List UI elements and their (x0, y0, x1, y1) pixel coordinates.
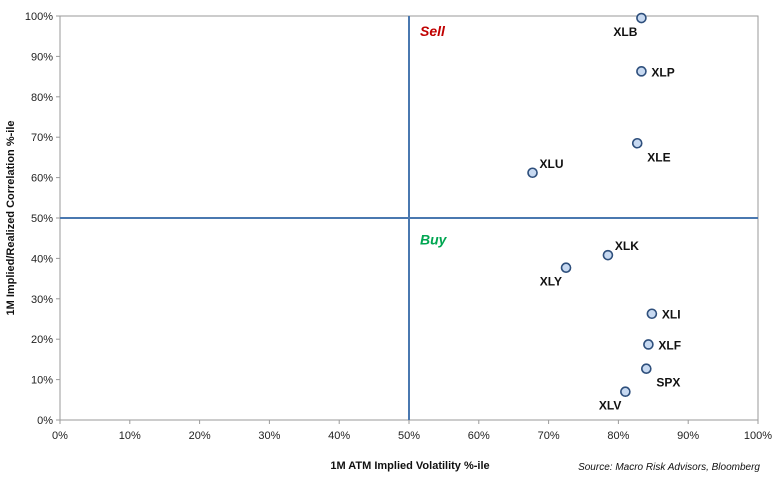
x-tick-label: 70% (538, 430, 560, 442)
x-axis-title: 1M ATM Implied Volatility %-ile (330, 460, 489, 472)
point-label-xlk: XLK (615, 239, 639, 253)
x-tick-label: 90% (677, 430, 699, 442)
point-label-xly: XLY (540, 275, 562, 289)
y-tick-label: 30% (31, 294, 53, 306)
x-tick-label: 60% (468, 430, 490, 442)
x-tick-label: 40% (328, 430, 350, 442)
y-tick-label: 70% (31, 132, 53, 144)
point-label-xlv: XLV (599, 399, 621, 413)
reference-lines (60, 16, 758, 420)
y-tick-label: 50% (31, 213, 53, 225)
point-xly (560, 262, 572, 273)
point-label-xlu: XLU (540, 157, 564, 171)
point-xlv (620, 386, 631, 398)
y-tick-label: 80% (31, 92, 53, 104)
y-tick-label: 40% (31, 253, 53, 265)
data-points: XLB XLP XLE XLU XLK XLY XLI XLF SPX XLV (527, 12, 681, 413)
point-xli (646, 308, 658, 320)
y-tick-label: 10% (31, 375, 53, 387)
point-label-spx: SPX (656, 376, 680, 390)
quadrant-label-sell: Sell (420, 23, 446, 39)
x-tick-label: 50% (398, 430, 420, 442)
y-axis-ticks: 0% 10% 20% 30% 40% 50% 60% 70% 80% 90% 100% (25, 11, 60, 427)
point-label-xli: XLI (662, 308, 681, 322)
point-xlp (636, 66, 647, 77)
x-axis-ticks: 0% 10% 20% 30% 40% 50% 60% 70% 80% 90% 100% (52, 420, 772, 442)
point-label-xlp: XLP (651, 65, 674, 79)
x-tick-label: 10% (119, 430, 141, 442)
x-tick-label: 0% (52, 430, 68, 442)
y-tick-label: 60% (31, 173, 53, 185)
y-tick-label: 100% (25, 11, 53, 23)
point-xlf (643, 339, 654, 350)
y-axis-title: 1M Implied/Realized Correlation %-ile (5, 121, 17, 316)
point-label-xlf: XLF (658, 338, 681, 352)
point-spx (641, 363, 652, 374)
point-xlk (602, 249, 614, 261)
point-xle (631, 137, 643, 149)
y-tick-label: 90% (31, 51, 53, 63)
y-tick-label: 0% (37, 415, 53, 427)
quadrant-label-buy: Buy (420, 231, 448, 247)
x-tick-label: 80% (607, 430, 629, 442)
point-label-xle: XLE (647, 150, 670, 164)
source-note: Source: Macro Risk Advisors, Bloomberg (578, 462, 760, 473)
x-tick-label: 100% (744, 430, 772, 442)
y-tick-label: 20% (31, 334, 53, 346)
point-xlu (527, 167, 538, 179)
point-label-xlb: XLB (613, 25, 637, 39)
point-xlb (636, 12, 647, 24)
x-tick-label: 30% (258, 430, 280, 442)
x-tick-label: 20% (189, 430, 211, 442)
